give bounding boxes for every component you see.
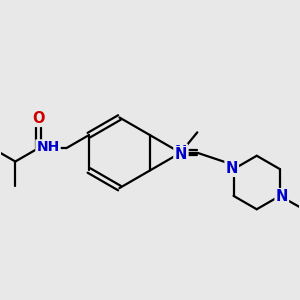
Text: N: N <box>175 147 188 162</box>
Text: NH: NH <box>36 140 60 154</box>
Text: N: N <box>226 161 238 176</box>
Text: O: O <box>32 111 45 126</box>
Text: N: N <box>276 189 288 204</box>
Text: N: N <box>174 145 187 160</box>
